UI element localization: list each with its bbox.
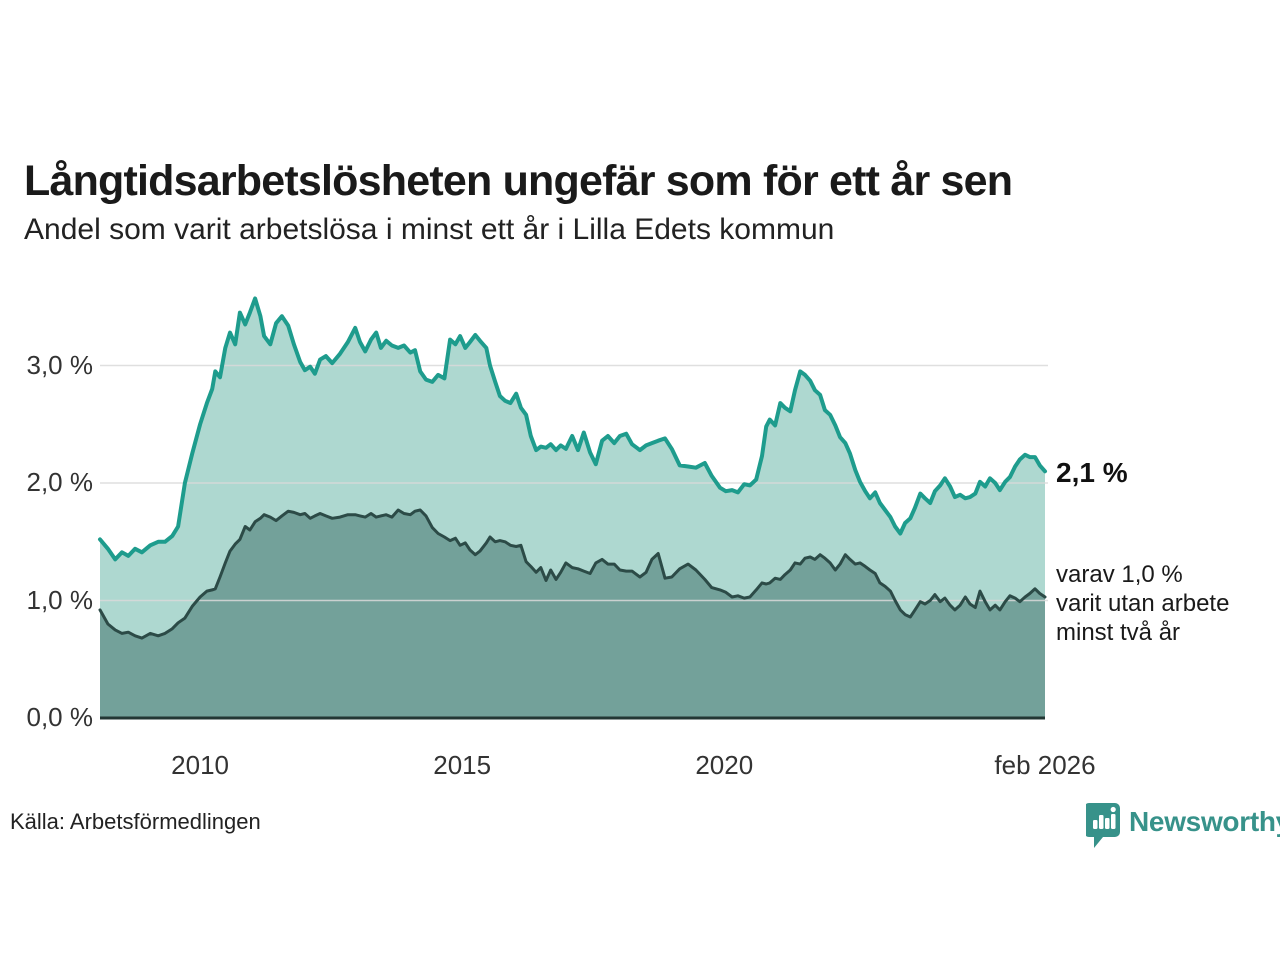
page-title: Långtidsarbetslösheten ungefär som för e… <box>24 156 1013 205</box>
series-line <box>98 296 1047 562</box>
series-line <box>98 508 1047 640</box>
y-tick-label: 0,0 % <box>26 702 94 732</box>
area-fill-series-1 <box>100 510 1045 718</box>
y-tick-label: 2,0 % <box>26 467 94 497</box>
y-tick-label: 1,0 % <box>26 584 94 615</box>
x-tick-label: 2020 <box>695 750 754 780</box>
newsworthy-wordmark: Newsworthy <box>1129 806 1280 837</box>
chart-subtitle: Andel som varit arbetslösa i minst ett å… <box>24 213 835 246</box>
x-tick-label: 2015 <box>433 750 492 780</box>
latest-value-label: 2,1 % <box>1056 457 1128 488</box>
two-year-share-annotation: varav 1,0 % varit utan arbete minst två … <box>1056 561 1230 646</box>
newsworthy-branding: Newsworthy <box>1086 800 1280 850</box>
newsworthy-logo-icon <box>1086 803 1120 848</box>
y-tick-label: 3,0 % <box>26 349 94 380</box>
x-tick-label: feb 2026 <box>994 750 1096 780</box>
x-tick-label: 2010 <box>171 750 230 780</box>
source-caption: Källa: Arbetsförmedlingen <box>10 809 261 834</box>
